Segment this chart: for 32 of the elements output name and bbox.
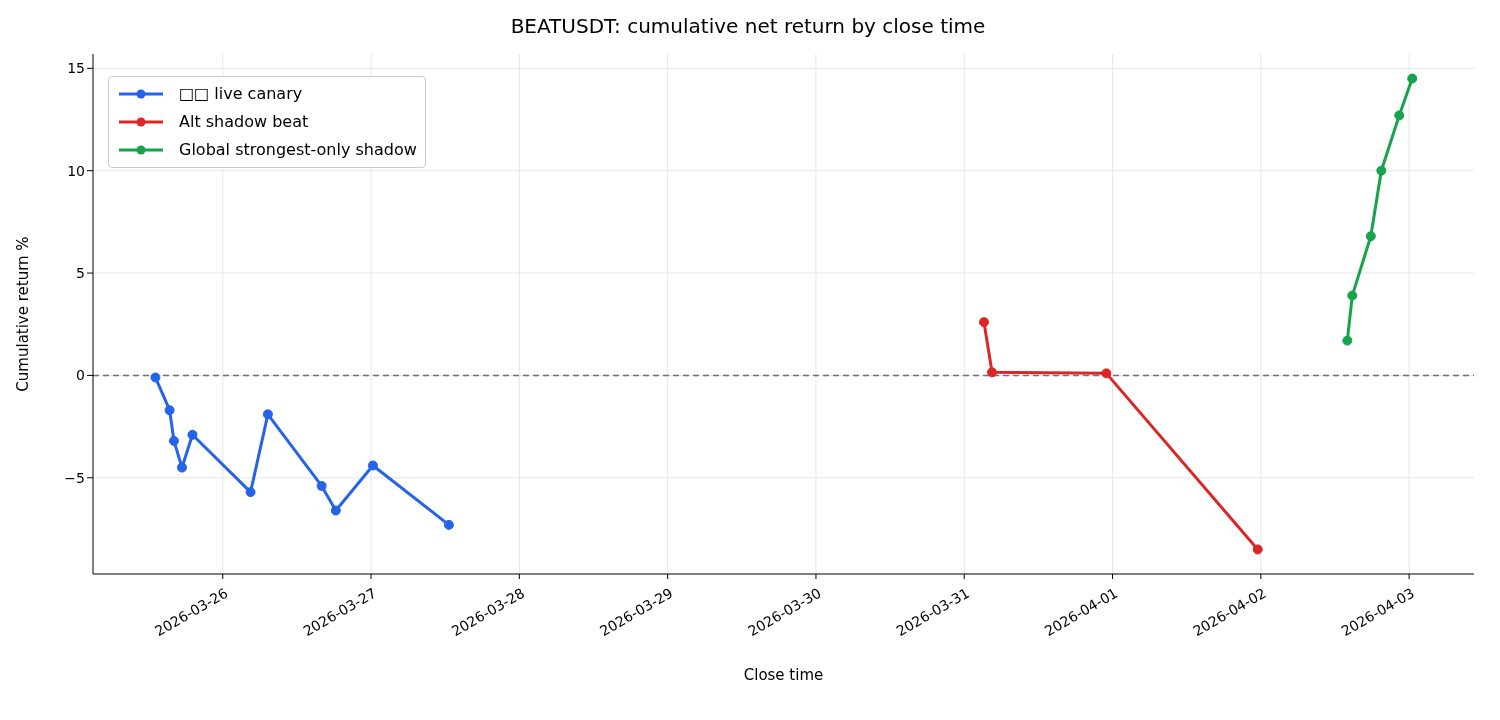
point [168, 435, 179, 446]
point [1342, 335, 1353, 346]
point [1407, 73, 1418, 84]
point [1365, 231, 1376, 242]
y-tick-label: 10 [67, 162, 85, 179]
point [367, 460, 378, 471]
legend-label: Global strongest-only shadow [179, 139, 417, 161]
y-tick-label: −5 [64, 469, 85, 486]
legend-label: Alt shadow beat [179, 111, 309, 133]
point [164, 405, 175, 416]
point [1394, 110, 1405, 121]
point [262, 409, 273, 420]
y-tick-label: 0 [76, 367, 85, 384]
point [979, 317, 990, 328]
point [1252, 544, 1263, 555]
point [1376, 165, 1387, 176]
point [987, 367, 998, 378]
point [1347, 290, 1358, 301]
point [443, 519, 454, 530]
chart-title: BEATUSDT: cumulative net return by close time [509, 14, 987, 40]
y-tick-label: 15 [67, 60, 85, 77]
point [330, 505, 341, 516]
y-axis-title: Cumulative return % [14, 236, 33, 392]
y-tick-label: 5 [76, 265, 85, 282]
legend-label: □□ live canary [179, 83, 303, 105]
point [316, 480, 327, 491]
point [245, 487, 256, 498]
point [1101, 368, 1112, 379]
x-axis-title: Close time [743, 666, 824, 684]
point [150, 372, 161, 383]
point [176, 462, 187, 473]
point [187, 429, 198, 440]
